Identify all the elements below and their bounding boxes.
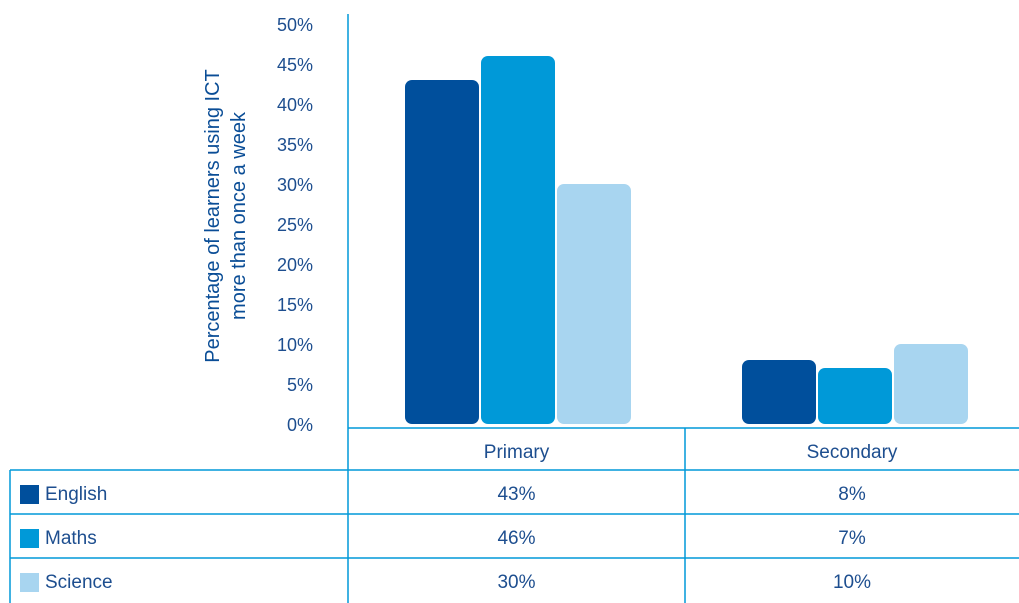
y-axis-label-line-1: Percentage of learners using ICT xyxy=(202,69,224,363)
bar-maths-secondary xyxy=(818,368,892,424)
legend-swatch-science xyxy=(20,573,39,592)
bar-maths-primary xyxy=(481,56,555,424)
bars xyxy=(405,56,968,424)
y-axis-label-line-2: more than once a week xyxy=(228,111,250,320)
y-tick-label: 50% xyxy=(277,15,313,35)
y-tick-labels: 0% 5% 10% 15% 20% 25% 30% 35% 40% 45% 50% xyxy=(277,15,313,435)
x-tick-label: Primary xyxy=(484,442,550,463)
data-label-english-secondary: 8% xyxy=(838,484,866,505)
data-label-science-secondary: 10% xyxy=(833,572,871,593)
y-tick-label: 5% xyxy=(287,375,313,395)
data-label-english-primary: 43% xyxy=(497,484,535,505)
data-table: Primary Secondary English 43% 8% Maths 46% 7% Sc… xyxy=(9,428,1019,603)
bar-science-primary xyxy=(557,184,631,424)
axes xyxy=(347,14,1019,603)
y-tick-label: 45% xyxy=(277,55,313,75)
y-tick-label: 30% xyxy=(277,175,313,195)
y-tick-label: 25% xyxy=(277,215,313,235)
y-tick-label: 0% xyxy=(287,415,313,435)
bar-science-secondary xyxy=(894,344,968,424)
y-tick-label: 40% xyxy=(277,95,313,115)
y-tick-label: 20% xyxy=(277,255,313,275)
data-label-science-primary: 30% xyxy=(497,572,535,593)
y-tick-label: 35% xyxy=(277,135,313,155)
legend-swatch-english xyxy=(20,485,39,504)
y-tick-label: 15% xyxy=(277,295,313,315)
data-label-maths-secondary: 7% xyxy=(838,528,866,549)
bar-english-secondary xyxy=(742,360,816,424)
legend-label-english: English xyxy=(45,484,107,505)
bar-english-primary xyxy=(405,80,479,424)
legend-label-maths: Maths xyxy=(45,528,97,549)
data-label-maths-primary: 46% xyxy=(497,528,535,549)
y-tick-label: 10% xyxy=(277,335,313,355)
legend-swatch-maths xyxy=(20,529,39,548)
x-tick-label: Secondary xyxy=(807,442,898,463)
legend-label-science: Science xyxy=(45,572,113,593)
